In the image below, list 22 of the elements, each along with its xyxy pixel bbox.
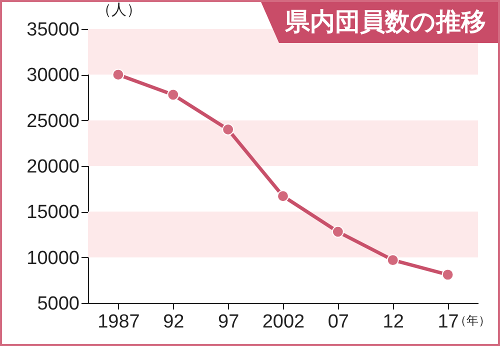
- point: [332, 226, 344, 238]
- point: [277, 190, 289, 202]
- y-tick-label: 30000: [26, 65, 80, 86]
- x-tick-label: 92: [163, 312, 184, 332]
- point: [167, 88, 180, 101]
- point: [112, 68, 124, 81]
- x-tick-label: 07: [328, 312, 349, 332]
- point: [386, 254, 399, 266]
- y-tick-label: 20000: [26, 156, 80, 178]
- y-tick-label: 15000: [26, 202, 80, 224]
- x-tick-label: 12: [382, 312, 404, 332]
- y-axis-title: （人）: [96, 0, 142, 18]
- point: [222, 124, 234, 136]
- y-tick-label: 10000: [26, 248, 80, 269]
- y-tick-label: 35000: [26, 20, 80, 40]
- chart-title: 県内団員数の推移: [261, 2, 498, 43]
- y-tick-label: 25000: [26, 110, 80, 132]
- point: [442, 268, 454, 281]
- x-tick-label: 2002: [262, 312, 305, 332]
- y-tick-label: 5000: [37, 294, 80, 314]
- x-tick-label: 97: [218, 312, 240, 332]
- x-tick-label: 1987: [98, 312, 140, 332]
